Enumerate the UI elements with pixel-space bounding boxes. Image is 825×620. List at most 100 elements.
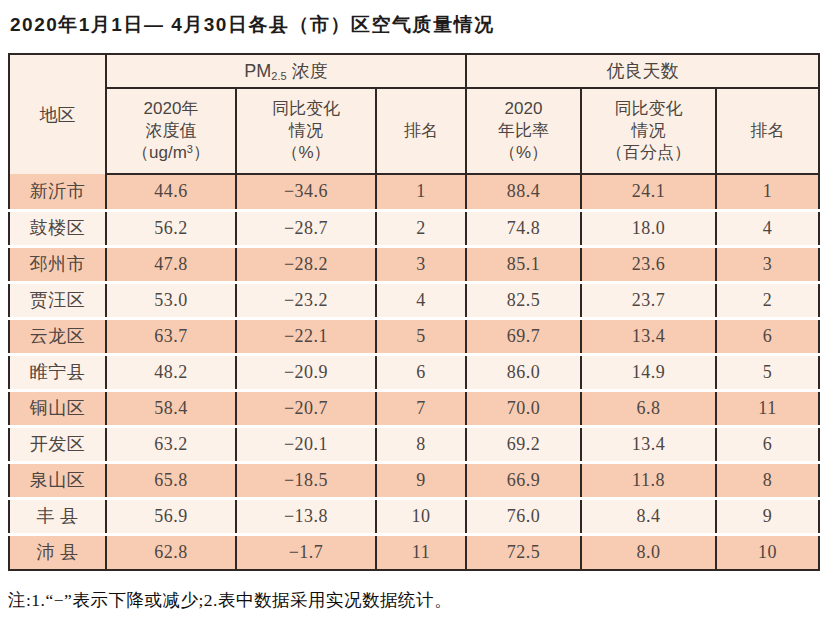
header-pm-rank: 排名 — [376, 88, 466, 174]
cell-good-change: 6.8 — [581, 390, 716, 426]
table-row: 沛 县 62.8 −1.7 11 72.5 8.0 10 — [9, 534, 819, 570]
cell-good-rank: 3 — [716, 246, 819, 282]
cell-good-rank: 1 — [716, 174, 819, 210]
cell-region: 睢宁县 — [9, 354, 106, 390]
cell-good-rank: 8 — [716, 462, 819, 498]
cell-good-rank: 5 — [716, 354, 819, 390]
cell-good-rank: 6 — [716, 426, 819, 462]
cell-pm-change: −18.5 — [236, 462, 376, 498]
cell-pm-change: −20.7 — [236, 390, 376, 426]
cell-good-rate: 69.2 — [466, 426, 581, 462]
cell-good-rank: 4 — [716, 210, 819, 246]
header-group-good-days: 优良天数 — [466, 54, 819, 88]
cell-good-change: 13.4 — [581, 318, 716, 354]
cell-pm-change: −28.2 — [236, 246, 376, 282]
cell-pm-value: 53.0 — [106, 282, 236, 318]
cell-pm-change: −28.7 — [236, 210, 376, 246]
table-row: 新沂市 44.6 −34.6 1 88.4 24.1 1 — [9, 174, 819, 210]
cell-pm-rank: 5 — [376, 318, 466, 354]
cell-pm-value: 63.7 — [106, 318, 236, 354]
cell-good-change: 24.1 — [581, 174, 716, 210]
cell-good-change: 23.7 — [581, 282, 716, 318]
cell-region: 贾汪区 — [9, 282, 106, 318]
table-body: 新沂市 44.6 −34.6 1 88.4 24.1 1 鼓楼区 56.2 −2… — [9, 174, 819, 570]
cell-good-rate: 86.0 — [466, 354, 581, 390]
cell-pm-change: −13.8 — [236, 498, 376, 534]
cell-region: 丰 县 — [9, 498, 106, 534]
page: 2020年1月1日— 4月30日各县（市）区空气质量情况 地区 PM2.5 浓度… — [0, 0, 825, 620]
cell-region: 泉山区 — [9, 462, 106, 498]
header-good-change-line1: 同比变化 — [582, 98, 715, 120]
header-good-rate-line3: （%） — [467, 142, 580, 164]
header-pm-change-line2: 情况 — [237, 120, 375, 142]
cell-region: 沛 县 — [9, 534, 106, 570]
table-row: 云龙区 63.7 −22.1 5 69.7 13.4 6 — [9, 318, 819, 354]
table-row: 铜山区 58.4 −20.7 7 70.0 6.8 11 — [9, 390, 819, 426]
cell-pm-value: 62.8 — [106, 534, 236, 570]
cell-pm-rank: 3 — [376, 246, 466, 282]
cell-pm-rank: 11 — [376, 534, 466, 570]
table-row: 邳州市 47.8 −28.2 3 85.1 23.6 3 — [9, 246, 819, 282]
header-good-rate-line1: 2020 — [467, 98, 580, 120]
cell-good-rank: 2 — [716, 282, 819, 318]
cell-good-rate: 70.0 — [466, 390, 581, 426]
table-row: 丰 县 56.9 −13.8 10 76.0 8.4 9 — [9, 498, 819, 534]
cell-good-change: 11.8 — [581, 462, 716, 498]
header-good-rate: 2020 年比率 （%） — [466, 88, 581, 174]
cell-good-change: 18.0 — [581, 210, 716, 246]
header-pm-change-line1: 同比变化 — [237, 98, 375, 120]
cell-good-rate: 74.8 — [466, 210, 581, 246]
header-pm-value-line3: （ug/m3） — [107, 142, 235, 164]
cell-good-rate: 72.5 — [466, 534, 581, 570]
cell-good-change: 23.6 — [581, 246, 716, 282]
cell-pm-change: −34.6 — [236, 174, 376, 210]
cell-region: 铜山区 — [9, 390, 106, 426]
cell-pm-rank: 6 — [376, 354, 466, 390]
cell-good-change: 13.4 — [581, 426, 716, 462]
cell-good-rate: 82.5 — [466, 282, 581, 318]
header-pm-change: 同比变化 情况 （%） — [236, 88, 376, 174]
header-good-rank: 排名 — [716, 88, 819, 174]
cell-pm-value: 58.4 — [106, 390, 236, 426]
cell-region: 新沂市 — [9, 174, 106, 210]
cell-good-rank: 6 — [716, 318, 819, 354]
cell-pm-value: 65.8 — [106, 462, 236, 498]
page-title: 2020年1月1日— 4月30日各县（市）区空气质量情况 — [10, 12, 825, 38]
cell-good-rate: 66.9 — [466, 462, 581, 498]
pm25-label-subscript: 2.5 — [271, 70, 286, 82]
cell-good-rank: 10 — [716, 534, 819, 570]
cell-pm-value: 47.8 — [106, 246, 236, 282]
cell-pm-value: 63.2 — [106, 426, 236, 462]
cell-pm-rank: 9 — [376, 462, 466, 498]
cell-good-rate: 76.0 — [466, 498, 581, 534]
table-row: 泉山区 65.8 −18.5 9 66.9 11.8 8 — [9, 462, 819, 498]
cell-region: 开发区 — [9, 426, 106, 462]
header-good-rate-line2: 年比率 — [467, 120, 580, 142]
cell-pm-value: 56.9 — [106, 498, 236, 534]
table-row: 睢宁县 48.2 −20.9 6 86.0 14.9 5 — [9, 354, 819, 390]
table-row: 开发区 63.2 −20.1 8 69.2 13.4 6 — [9, 426, 819, 462]
header-pm-value-line1: 2020年 — [107, 98, 235, 120]
header-good-change: 同比变化 情况 （百分点） — [581, 88, 716, 174]
cell-pm-rank: 10 — [376, 498, 466, 534]
footnote: 注:1.“−”表示下降或减少;2.表中数据采用实况数据统计。 — [8, 588, 825, 612]
cell-pm-rank: 2 — [376, 210, 466, 246]
cell-pm-change: −23.2 — [236, 282, 376, 318]
table-row: 鼓楼区 56.2 −28.7 2 74.8 18.0 4 — [9, 210, 819, 246]
cell-pm-change: −22.1 — [236, 318, 376, 354]
header-pm-value: 2020年 浓度值 （ug/m3） — [106, 88, 236, 174]
header-pm-value-line2: 浓度值 — [107, 120, 235, 142]
header-good-change-line3: （百分点） — [582, 142, 715, 164]
cell-good-change: 14.9 — [581, 354, 716, 390]
cell-good-rank: 11 — [716, 390, 819, 426]
cell-region: 鼓楼区 — [9, 210, 106, 246]
cell-good-rate: 85.1 — [466, 246, 581, 282]
cell-pm-value: 48.2 — [106, 354, 236, 390]
cell-pm-value: 56.2 — [106, 210, 236, 246]
cell-pm-rank: 7 — [376, 390, 466, 426]
cell-pm-change: −1.7 — [236, 534, 376, 570]
cell-good-rank: 9 — [716, 498, 819, 534]
pm25-label-suffix: 浓度 — [287, 61, 328, 81]
cell-good-change: 8.4 — [581, 498, 716, 534]
pm25-label-prefix: PM — [244, 61, 271, 81]
